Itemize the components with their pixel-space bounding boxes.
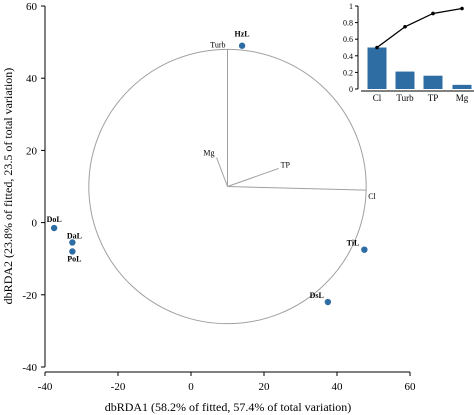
variable-vectors: Turb Mg TP Cl [203,40,376,201]
x-tick-label: 20 [259,381,271,393]
vector-label-cl: Cl [368,192,376,201]
inset-y-axis-ticks: 0 0.2 0.4 0.6 0.8 1 [343,2,358,94]
y-tick-label: -20 [22,290,37,302]
y-tick-label: 60 [26,1,38,13]
vector-label-tp: TP [281,160,291,169]
inset-cumulative-line [375,6,464,50]
site-point-dal [69,239,76,246]
site-label-dal: DaL [67,231,82,240]
site-label-pol: PoL [67,254,81,263]
inset-bar-mg [452,84,472,89]
dbrda-plot: -40 -20 0 20 40 60 -40 -20 0 20 40 60 dbRDA1 (58.2… [1,1,416,414]
x-tick-label: 0 [188,381,194,393]
site-point-dol [50,224,58,232]
inset-category-mg: Mg [456,93,469,103]
cumulative-point [375,45,379,50]
inset-y-tick-label: 0.6 [343,35,353,44]
vector-cl [227,186,367,191]
cumulative-point [403,24,407,29]
site-point-dsl [324,298,332,306]
cumulative-point [431,11,435,16]
y-axis-ticks: -40 -20 0 20 40 60 [22,1,45,374]
vector-mg [216,157,228,187]
cumulative-point [460,6,464,11]
site-label-dol: DoL [47,215,62,224]
inset-y-tick-label: 0 [349,85,353,94]
x-tick-label: 40 [332,381,344,393]
site-point-hzl [238,42,246,49]
site-points: HzL DoL DaL PoL TiL DsL [47,30,368,306]
inset-category-cl: Cl [373,93,382,103]
vector-label-turb: Turb [210,40,225,49]
vector-tp [227,167,279,187]
y-axis-title: dbRDA2 (23.8% of fitted, 23.5 of total v… [1,68,15,305]
inset-bar-turb [395,71,415,89]
inset-bars [367,47,472,89]
inset-y-tick-label: 0.2 [343,68,353,77]
x-axis-title: dbRDA1 (58.2% of fitted, 57.4% of total … [105,400,352,414]
inset-bar-chart: 0 0.2 0.4 0.6 0.8 1 Cl Turb TP Mg [343,2,474,103]
site-label-til: TiL [347,239,360,248]
x-axis-ticks: -40 -20 0 20 40 60 [38,372,416,393]
site-point-til [361,246,368,253]
inset-bar-cl [367,47,387,89]
x-tick-label: 60 [405,381,417,393]
y-tick-label: 20 [26,145,38,157]
site-label-dsl: DsL [310,291,324,300]
site-point-pol [69,248,76,255]
x-tick-label: -40 [38,381,53,393]
y-tick-label: 40 [26,73,38,85]
y-tick-label: 0 [32,218,38,230]
site-label-hzl: HzL [235,30,250,39]
inset-category-tp: TP [428,93,439,103]
cumulative-line [376,7,463,49]
inset-y-tick-label: 1 [349,2,353,11]
vector-label-mg: Mg [203,149,214,158]
inset-category-labels: Cl Turb TP Mg [373,93,469,103]
inset-y-tick-label: 0.4 [343,52,353,61]
y-tick-label: -40 [22,362,37,374]
inset-y-tick-label: 0.8 [343,19,353,28]
x-tick-label: -20 [111,381,126,393]
inset-category-turb: Turb [396,93,414,103]
inset-bar-tp [423,75,443,89]
